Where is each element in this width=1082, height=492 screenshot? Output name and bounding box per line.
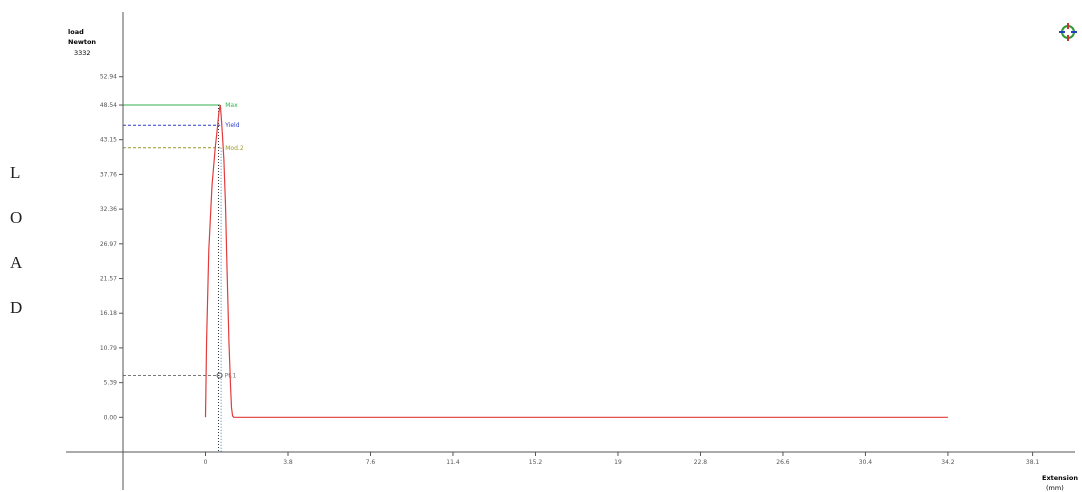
y-axis-max-value: 3332 xyxy=(74,49,91,57)
x-axis-title-line2: (mm) xyxy=(1046,484,1064,492)
x-tick-label: 3.8 xyxy=(283,459,293,466)
side-letter: D xyxy=(10,298,23,317)
point-marker xyxy=(216,372,223,379)
x-tick-label: 34.2 xyxy=(941,459,955,466)
x-tick-label: 0 xyxy=(204,459,208,466)
load-curve xyxy=(204,104,948,418)
x-tick-label: 26.6 xyxy=(776,459,790,466)
x-tick-label: 19 xyxy=(614,459,622,466)
ref-label-mod2: Mod.2 xyxy=(225,145,244,152)
y-tick-label: 16.18 xyxy=(100,310,117,317)
y-tick-label: 10.79 xyxy=(100,345,117,352)
x-tick-label: 7.6 xyxy=(366,459,376,466)
side-letter: L xyxy=(10,163,21,182)
y-tick-label: 37.76 xyxy=(100,171,117,178)
y-tick-label: 48.54 xyxy=(100,102,117,109)
side-axis-label: L O A D xyxy=(10,160,30,340)
y-tick-label: 26.97 xyxy=(100,241,117,248)
x-tick-label: 11.4 xyxy=(446,459,460,466)
y-tick-label: 32.36 xyxy=(100,206,117,213)
y-tick-label: 43.15 xyxy=(100,137,117,144)
y-tick-label: 21.57 xyxy=(100,276,117,283)
y-tick-label: 0.00 xyxy=(104,414,118,421)
x-tick-label: 15.2 xyxy=(529,459,543,466)
ref-label-yield: Yield xyxy=(224,122,239,129)
x-tick-label: 22.8 xyxy=(694,459,708,466)
x-axis-title-line1: Extension xyxy=(1042,474,1078,482)
y-tick-label: 52.94 xyxy=(100,74,117,81)
crosshair-zoom-icon[interactable] xyxy=(1058,22,1078,42)
y-axis-title-line1: load xyxy=(68,28,84,36)
x-tick-label: 38.1 xyxy=(1026,459,1040,466)
side-letter: A xyxy=(10,253,23,272)
ref-label-max: Max xyxy=(225,102,238,109)
side-letter: O xyxy=(10,208,23,227)
y-tick-label: 5.39 xyxy=(104,380,118,387)
y-axis-title-line2: Newton xyxy=(68,38,96,46)
x-tick-label: 30.4 xyxy=(859,459,873,466)
